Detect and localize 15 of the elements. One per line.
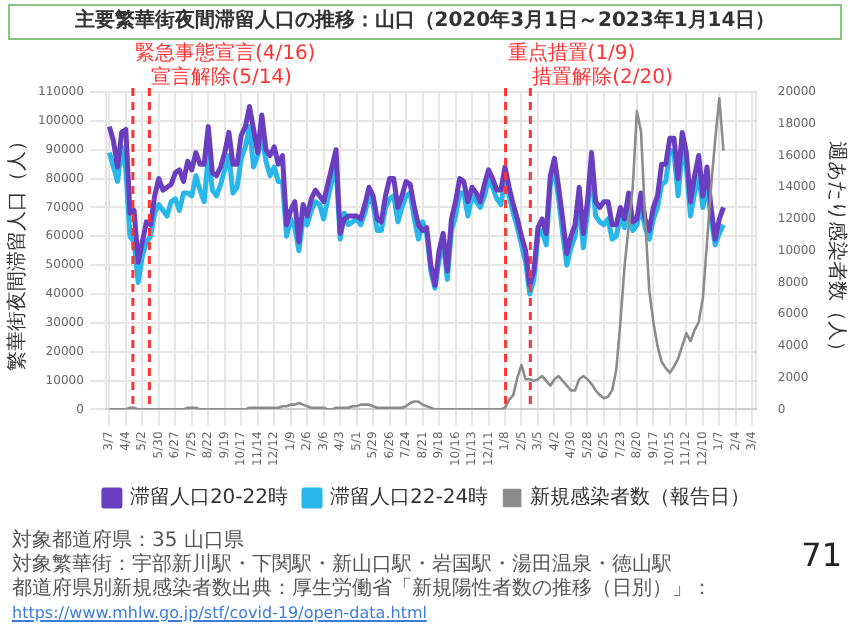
text: 71 [801, 536, 842, 574]
legend-label: 滞留人口20-22時 [129, 485, 289, 510]
ref-line-label: 重点措置(1/9) [507, 41, 636, 66]
text: 対象都道府県：35 山口県 [12, 530, 246, 553]
ref-line-label: 宣言解除(5/14) [151, 65, 293, 90]
text: https://www.mhlw.go.jp/stf/covid-19/open-data.html [12, 602, 429, 626]
text: 都道府県別新規感染者数出典：厚生労働省「新規陽性者数の推移（日別）」： [12, 578, 714, 602]
legend-label: 新規感染者数（報告日） [530, 485, 751, 510]
ref-line-label: 緊急事態宣言(4/16) [134, 41, 316, 66]
text: 対象繁華街：宇部新川駅・下関駅・新山口駅・岩国駅・湯田温泉・徳山駅 [12, 554, 674, 577]
y-axis-title: 繁華街夜間滞留人口（人） [5, 130, 30, 371]
ref-line-label: 措置解除(2/20) [532, 65, 674, 90]
legend-label: 滞留人口22-24時 [330, 485, 489, 510]
chart-title: 主要繁華街夜間滞留人口の推移：山口（2020年3月1日～2023年1月14日） [8, 4, 842, 40]
y2-axis-title: 週あたり感染者数（人） [824, 140, 849, 361]
